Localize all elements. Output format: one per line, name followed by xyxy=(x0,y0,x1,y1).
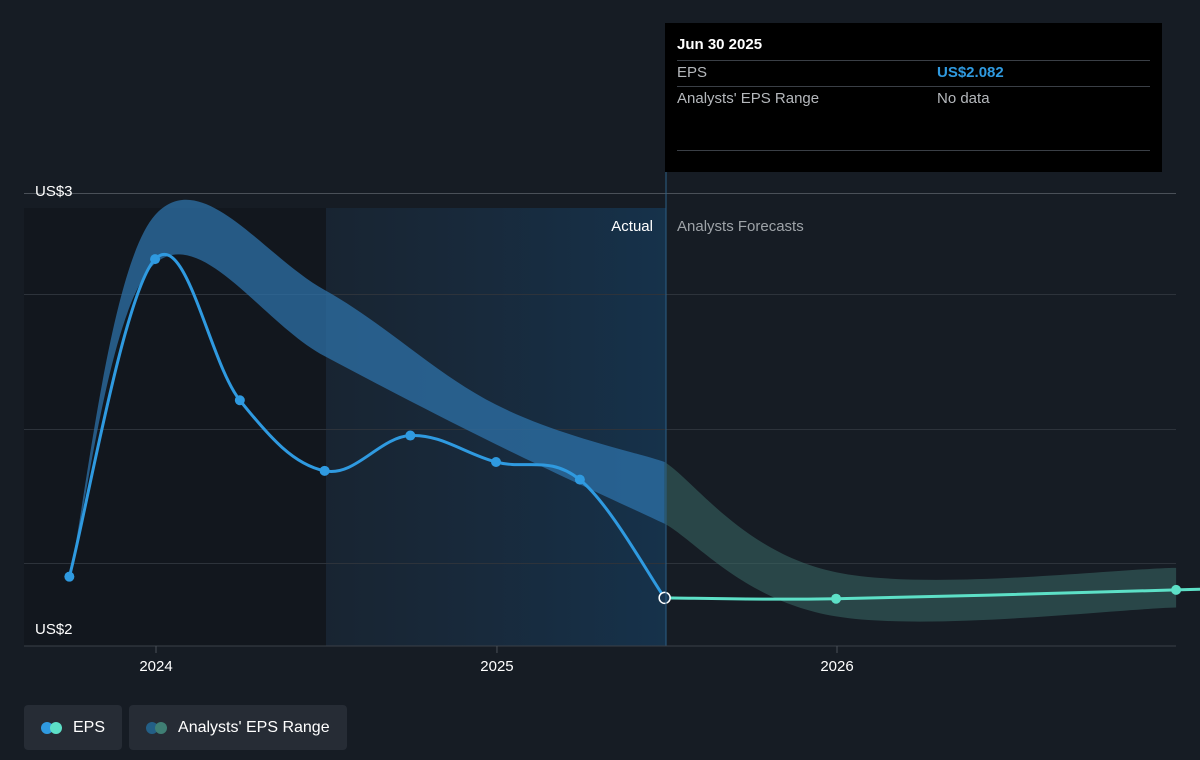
tooltip-divider xyxy=(677,150,1150,151)
eps-legend-swatch-icon xyxy=(41,721,63,734)
eps-point[interactable] xyxy=(234,395,245,406)
x-tick-label: 2026 xyxy=(820,658,853,675)
tooltip-eps-value: US$2.082 xyxy=(937,64,1004,81)
tooltip-row-eps: EPS US$2.082 xyxy=(677,60,1150,86)
y-label-bottom: US$2 xyxy=(35,621,73,638)
legend-label-eps-range: Analysts' EPS Range xyxy=(178,718,330,736)
chart-legend: EPS Analysts' EPS Range xyxy=(24,705,347,750)
legend-dot xyxy=(155,721,168,734)
eps-forecast-point[interactable] xyxy=(831,593,842,604)
eps-forecast-line xyxy=(663,587,1200,601)
eps-forecast-point[interactable] xyxy=(1171,584,1182,595)
eps-point[interactable] xyxy=(405,430,416,441)
actual-region-label: Actual xyxy=(611,218,653,235)
eps-range-band-forecast xyxy=(664,462,1177,622)
eps-point[interactable] xyxy=(64,571,75,582)
legend-item-eps-range[interactable]: Analysts' EPS Range xyxy=(129,705,347,750)
legend-item-eps[interactable]: EPS xyxy=(24,705,123,750)
forecast-region-label: Analysts Forecasts xyxy=(677,218,804,235)
eps-point-selected[interactable] xyxy=(658,591,671,605)
tooltip-date: Jun 30 2025 xyxy=(677,36,763,53)
eps-chart: US$3 US$2 Actual Analysts Forecasts 2024… xyxy=(24,172,1200,675)
tooltip-row-range: Analysts' EPS Range No data xyxy=(677,86,1150,112)
hover-tooltip: Jun 30 2025 EPS US$2.082 Analysts' EPS R… xyxy=(665,23,1162,172)
legend-label-eps: EPS xyxy=(73,718,106,736)
y-label-top: US$3 xyxy=(35,183,73,200)
tooltip-range-value: No data xyxy=(937,90,990,107)
tooltip-range-label: Analysts' EPS Range xyxy=(677,90,820,107)
eps-point[interactable] xyxy=(491,457,502,468)
range-legend-swatch-icon xyxy=(146,721,168,734)
eps-point[interactable] xyxy=(574,474,585,485)
eps-point[interactable] xyxy=(319,465,330,476)
x-tick-label: 2025 xyxy=(480,658,513,675)
x-tick-label: 2024 xyxy=(139,658,172,675)
eps-point[interactable] xyxy=(150,254,161,265)
legend-dot xyxy=(50,721,62,734)
tooltip-eps-label: EPS xyxy=(677,64,708,81)
